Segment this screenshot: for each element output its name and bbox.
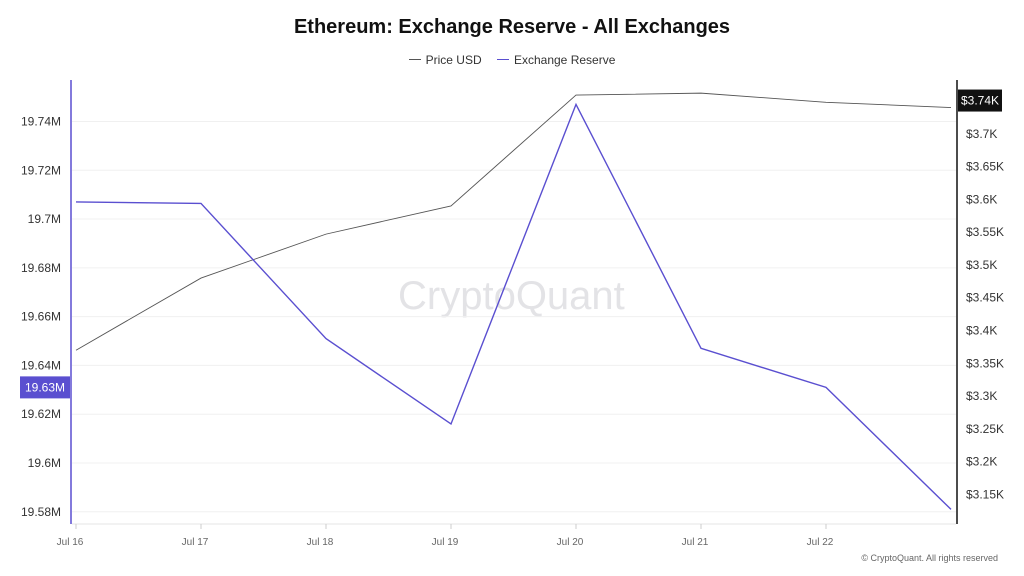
legend-swatch-price [408, 59, 421, 60]
right-tick-label: $3.65K [966, 160, 1004, 174]
x-tick-label: Jul 19 [432, 537, 459, 548]
right-tick-label: $3.7K [966, 127, 997, 141]
left-tick-label: 19.74M [21, 114, 61, 128]
x-tick-label: Jul 18 [307, 537, 334, 548]
right-current-label: $3.74K [961, 94, 999, 108]
left-current-badge [20, 376, 70, 399]
legend-item-price[interactable]: Price USD [408, 52, 482, 67]
legend-label-price: Price USD [425, 52, 482, 67]
x-tick-label: Jul 21 [682, 537, 709, 548]
legend-item-reserve[interactable]: Exchange Reserve [496, 52, 616, 67]
right-tick-label: $3.5K [966, 258, 997, 272]
chart-title: Ethereum: Exchange Reserve - All Exchang… [293, 16, 731, 38]
left-tick-label: 19.68M [21, 261, 61, 275]
right-tick-label: $3.2K [966, 455, 997, 469]
left-current-label: 19.63M [25, 380, 65, 394]
right-tick-label: $3.3K [966, 389, 997, 403]
right-tick-label: $3.6K [966, 192, 997, 206]
right-tick-label: $3.35K [966, 356, 1004, 370]
series-line-price [75, 92, 952, 351]
left-tick-label: 19.64M [21, 358, 61, 372]
left-tick-label: 19.66M [21, 310, 61, 324]
right-tick-label: $3.55K [966, 225, 1004, 239]
left-tick-label: 19.72M [21, 163, 61, 177]
x-tick-label: Jul 16 [57, 537, 84, 548]
right-tick-label: $3.4K [966, 324, 997, 338]
right-tick-label: $3.15K [966, 487, 1004, 501]
left-tick-label: 19.62M [21, 407, 61, 421]
copyright: © CryptoQuant. All rights reserved [861, 553, 998, 563]
x-tick-label: Jul 20 [557, 537, 584, 548]
legend-swatch-reserve [496, 59, 509, 60]
left-tick-label: 19.6M [28, 456, 61, 470]
right-current-badge [958, 89, 1002, 112]
left-tick-label: 19.7M [28, 212, 61, 226]
right-tick-label: $3.45K [966, 291, 1004, 305]
x-tick-label: Jul 22 [807, 537, 834, 548]
left-tick-label: 19.58M [21, 505, 61, 519]
watermark: CryptoQuant [398, 274, 625, 318]
x-tick-label: Jul 17 [182, 537, 209, 548]
right-tick-label: $3.25K [966, 422, 1004, 436]
series-line-reserve [75, 102, 952, 510]
legend-label-reserve: Exchange Reserve [513, 52, 616, 67]
legend: Price USD Exchange Reserve [0, 49, 1024, 67]
